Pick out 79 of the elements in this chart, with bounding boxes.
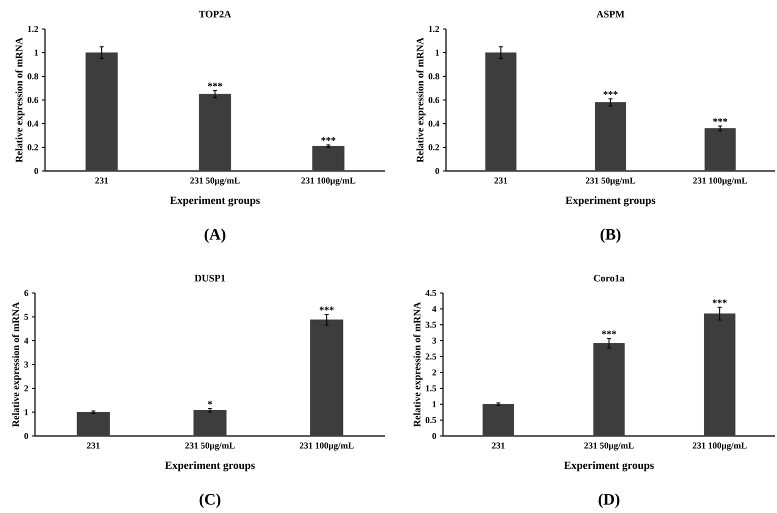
annotation: ***	[208, 82, 222, 87]
y-tick-label: 1.2	[28, 26, 38, 32]
x-tick-label: 231	[86, 442, 100, 449]
bar	[704, 313, 736, 436]
x-axis-title: Experiment groups	[564, 461, 654, 472]
y-tick-label: 3.5	[426, 322, 436, 328]
x-tick-label: 231 50μg/mL	[584, 442, 634, 450]
y-axis-title: Relative expression of mRNA	[416, 37, 426, 162]
bar	[310, 320, 344, 436]
y-tick-label: 2.5	[426, 354, 436, 360]
annotation: *	[208, 400, 212, 405]
y-axis-title: Relative expression of mRNA	[15, 37, 24, 162]
bar	[198, 94, 232, 172]
y-tick-label: 1	[432, 401, 436, 408]
x-tick-label: 231 50μg/mL	[586, 178, 636, 186]
y-tick-label: 0.4	[428, 120, 440, 127]
x-tick-label: 231 100μg/mL	[692, 442, 747, 450]
y-tick-label: 0.2	[428, 144, 440, 150]
chart-title: Coro1a	[594, 274, 625, 282]
text: (C)	[200, 494, 220, 508]
x-tick-label: 231	[494, 178, 508, 184]
x-tick-label: 231 50μg/mL	[190, 178, 240, 186]
y-tick-label: 0	[34, 168, 38, 174]
x-axis-title: Experiment groups	[165, 461, 255, 472]
bar	[594, 102, 626, 172]
x-tick-label: 231 100μg/mL	[300, 442, 354, 450]
y-tick-label: 1	[436, 50, 440, 56]
y-tick-label: 2	[432, 369, 436, 376]
y-tick-label: 6	[24, 290, 28, 296]
y-tick-label: 0	[435, 168, 440, 174]
y-tick-label: 0.5	[426, 417, 436, 424]
annotation: ***	[602, 330, 616, 334]
x-tick-label: 231	[492, 442, 505, 449]
y-tick-label: 1.5	[426, 385, 436, 392]
annotation: ***	[713, 118, 728, 122]
annotation: ***	[712, 300, 727, 304]
bar	[86, 52, 118, 172]
bar	[593, 343, 625, 436]
y-tick-label: 2	[24, 385, 28, 392]
y-tick-label: 3	[24, 361, 28, 368]
y-tick-label: 0	[24, 432, 28, 440]
y-tick-label: 5	[24, 314, 28, 320]
x-tick-label: 231 100μg/mL	[693, 178, 748, 186]
annotation: ***	[603, 91, 618, 95]
bar	[193, 410, 227, 436]
y-tick-label: 0.6	[28, 96, 38, 104]
bar	[76, 412, 110, 436]
bar	[704, 128, 736, 172]
y-tick-label: 0.2	[28, 144, 38, 150]
bar	[485, 52, 516, 172]
y-tick-label: 4	[24, 338, 28, 344]
y-axis-title: Relative expression of mRNA	[12, 302, 22, 427]
x-tick-label: 231 50μg/mL	[185, 442, 235, 450]
y-tick-label: 1	[34, 50, 38, 56]
y-tick-label: 0.8	[428, 73, 440, 80]
x-axis-title: Experiment groups	[566, 196, 656, 206]
y-tick-label: 1.2	[428, 26, 440, 32]
y-tick-label: 0.8	[28, 73, 38, 80]
y-axis-title: Relative expression of mRNA	[413, 302, 422, 427]
y-tick-label: 1	[24, 409, 28, 416]
y-tick-label: 0.6	[428, 96, 440, 104]
text: (A)	[204, 228, 226, 243]
chart-title: DUSP1	[194, 274, 225, 282]
y-tick-label: 0	[432, 432, 436, 440]
chart-title: ASPM	[596, 10, 624, 18]
text: (D)	[598, 494, 620, 508]
x-tick-label: 231 100μg/mL	[301, 178, 356, 186]
x-axis-title: Experiment groups	[170, 196, 260, 206]
x-tick-label: 231	[95, 178, 108, 184]
y-tick-label: 0.4	[28, 120, 38, 127]
y-tick-label: 4.5	[425, 290, 436, 296]
annotation: ***	[320, 306, 334, 310]
chart-title: TOP2A	[198, 10, 232, 18]
y-tick-label: 4	[432, 306, 436, 312]
annotation: ***	[321, 137, 336, 141]
bar	[482, 404, 514, 436]
text: (B)	[600, 228, 620, 243]
bar	[312, 146, 344, 172]
y-tick-label: 3	[432, 338, 436, 344]
